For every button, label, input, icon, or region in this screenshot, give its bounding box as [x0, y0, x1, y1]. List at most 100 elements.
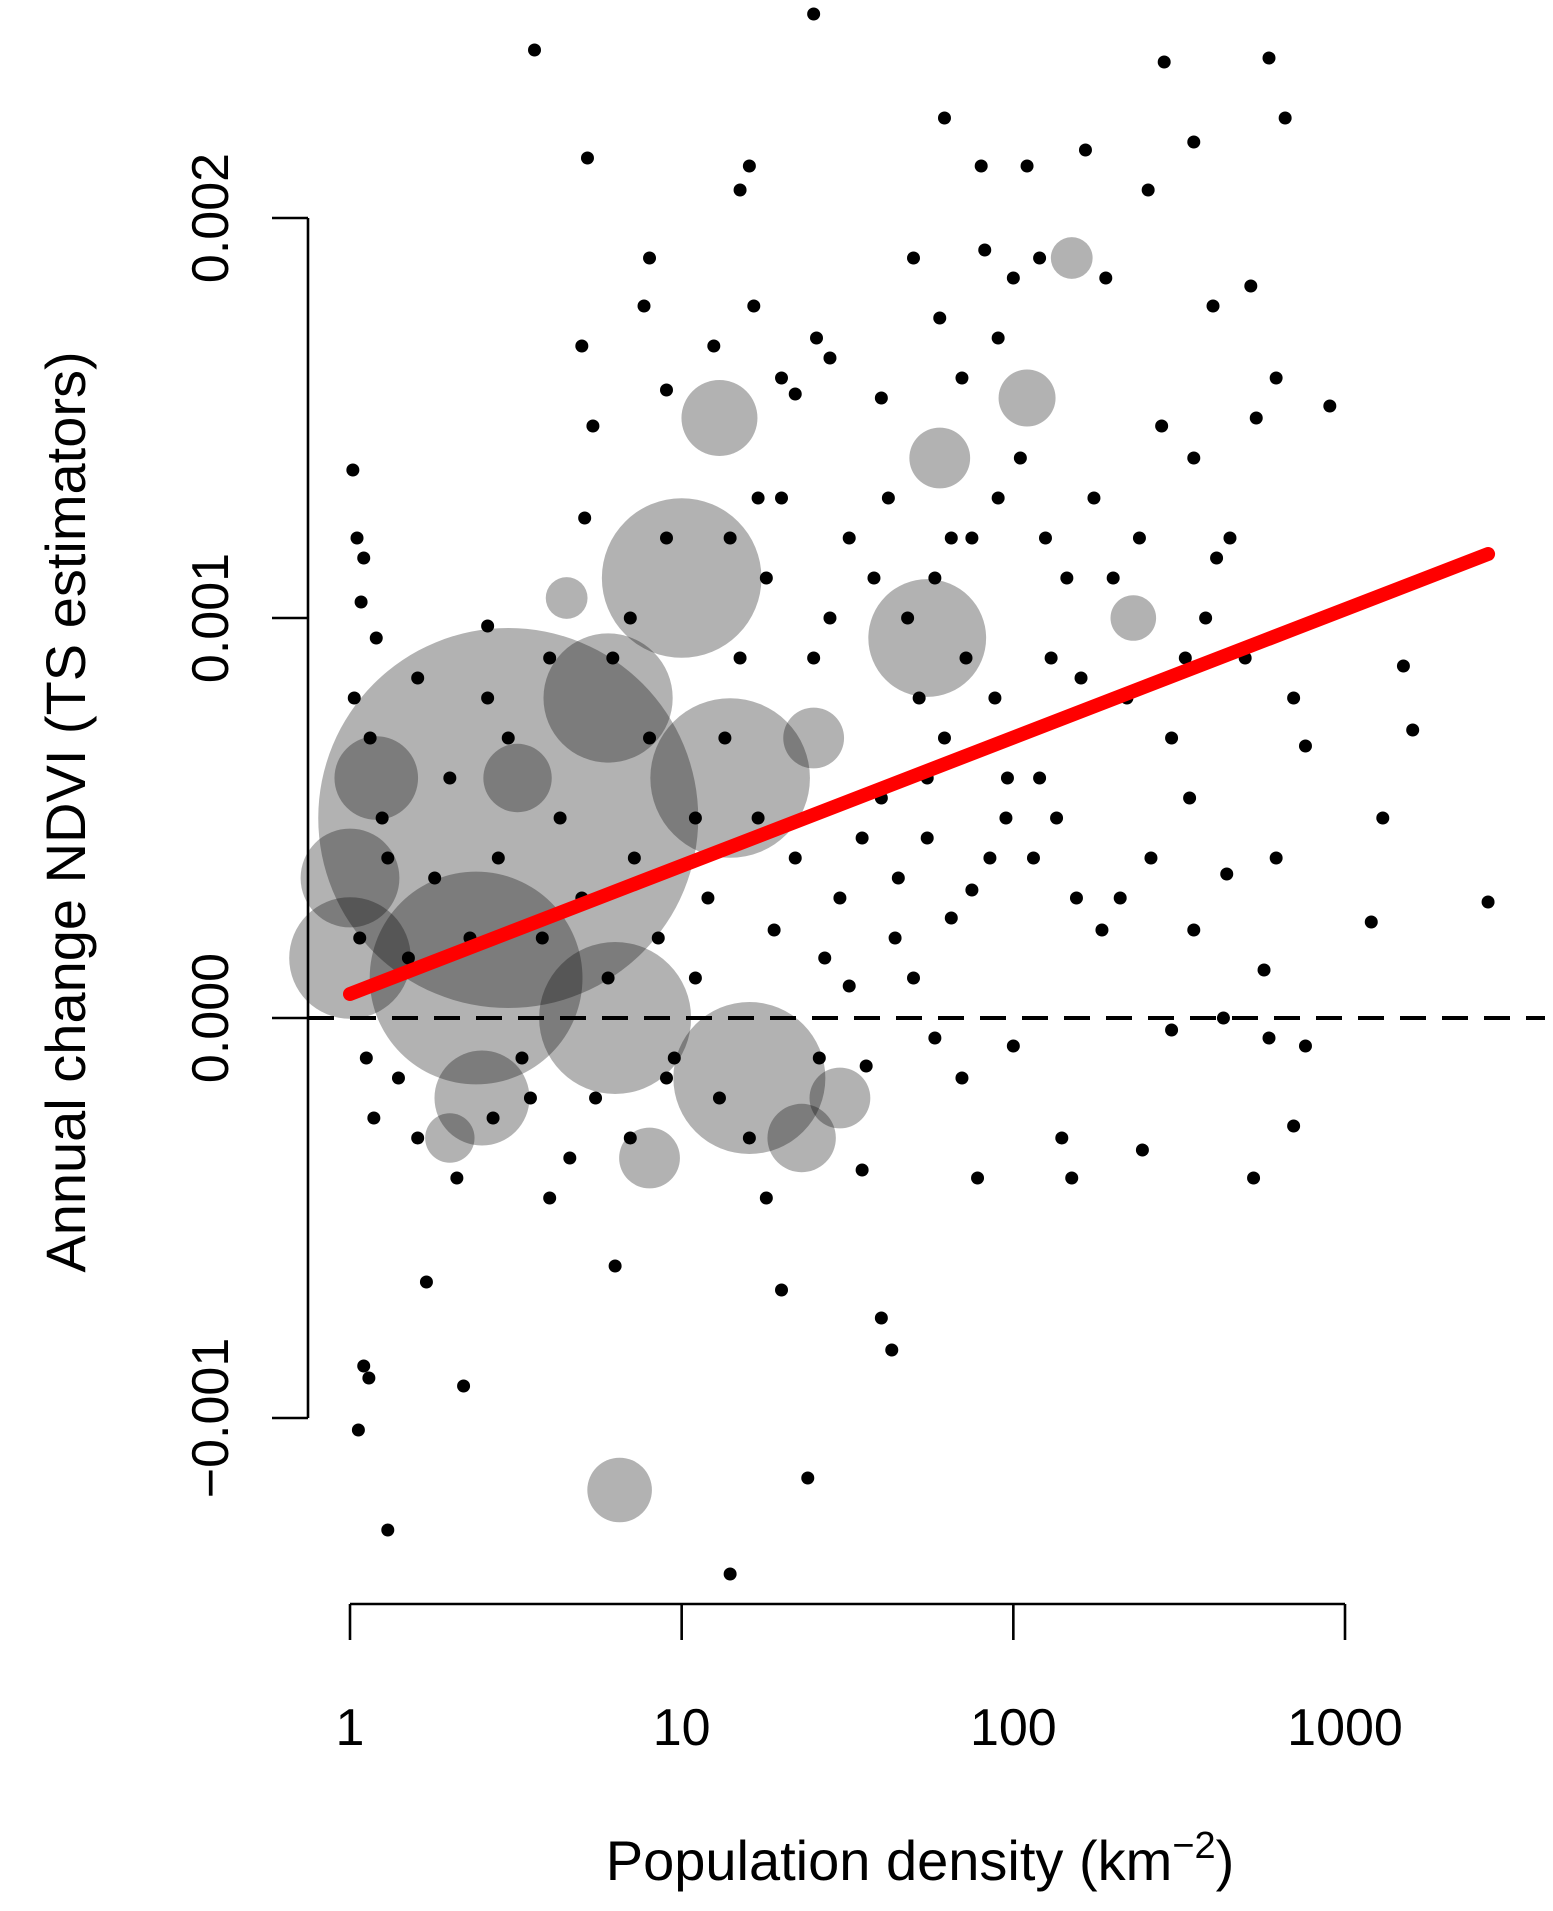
data-point — [501, 731, 515, 745]
data-point — [1269, 371, 1283, 385]
data-point — [751, 811, 765, 825]
data-point — [1376, 811, 1390, 825]
data-point — [881, 491, 895, 505]
data-point — [623, 611, 637, 625]
data-point — [978, 243, 992, 257]
data-point — [833, 891, 847, 905]
data-point — [401, 951, 415, 965]
data-point — [965, 531, 979, 545]
data-point — [818, 951, 832, 965]
x-axis-title-close: ) — [1216, 1829, 1235, 1892]
y-tick-label: −0.001 — [182, 1338, 240, 1499]
data-point — [788, 851, 802, 865]
weight-bubble — [909, 427, 971, 489]
weight-bubble — [650, 698, 810, 858]
data-point — [457, 1379, 471, 1393]
data-point — [1257, 963, 1271, 977]
data-point — [974, 159, 988, 173]
weight-bubble — [300, 828, 400, 928]
data-point — [688, 811, 702, 825]
y-axis-title: Annual change NDVI (TS estimators) — [34, 351, 97, 1272]
data-point — [999, 811, 1013, 825]
y-tick-label: 0.000 — [182, 953, 240, 1083]
data-point — [1262, 1031, 1276, 1045]
data-point — [481, 619, 495, 633]
data-point — [369, 631, 383, 645]
data-point — [751, 491, 765, 505]
data-point — [1216, 1011, 1230, 1025]
data-point — [723, 1567, 737, 1581]
data-point — [580, 151, 594, 165]
weight-bubble — [783, 707, 845, 769]
data-point — [1113, 891, 1127, 905]
data-point — [823, 351, 837, 365]
weight-bubble — [681, 380, 758, 456]
data-point — [357, 551, 371, 565]
data-point — [928, 571, 942, 585]
data-point — [347, 691, 361, 705]
data-point — [1006, 271, 1020, 285]
data-point — [767, 923, 781, 937]
data-point — [601, 971, 615, 985]
data-point — [988, 691, 1002, 705]
data-point — [1187, 451, 1201, 465]
data-point — [1298, 739, 1312, 753]
data-point — [1132, 531, 1146, 545]
weight-bubble — [425, 1113, 475, 1163]
data-point — [1287, 1119, 1301, 1133]
data-point — [1223, 531, 1237, 545]
data-point — [1396, 659, 1410, 673]
trend-line — [343, 547, 1496, 1001]
x-axis-title-superscript: −2 — [1172, 1825, 1215, 1867]
data-point — [354, 595, 368, 609]
data-point — [575, 339, 589, 353]
data-point — [543, 1191, 557, 1205]
data-point — [1187, 923, 1201, 937]
data-point — [659, 383, 673, 397]
data-point — [643, 731, 657, 745]
data-point — [891, 871, 905, 885]
data-point — [842, 531, 856, 545]
data-point — [553, 811, 567, 825]
weight-bubble — [1050, 237, 1093, 279]
x-axis-title: Population density (km−2) — [606, 1825, 1235, 1892]
data-point — [411, 671, 425, 685]
data-point — [937, 111, 951, 125]
x-tick-label: 1 — [336, 1699, 365, 1757]
data-point — [1087, 491, 1101, 505]
data-point — [1157, 55, 1171, 69]
data-point — [742, 159, 756, 173]
data-point — [1060, 571, 1074, 585]
data-point — [1269, 851, 1283, 865]
data-point — [375, 811, 389, 825]
data-point — [1199, 611, 1213, 625]
y-tick-label: 0.002 — [182, 153, 240, 283]
data-point — [874, 391, 888, 405]
data-point — [1249, 411, 1263, 425]
x-axis-title-main: Population density (km — [606, 1829, 1173, 1892]
data-point — [775, 491, 789, 505]
data-point — [1106, 571, 1120, 585]
data-point — [1278, 111, 1292, 125]
data-point — [411, 1131, 425, 1145]
data-point — [912, 691, 926, 705]
data-point — [812, 1051, 826, 1065]
data-point — [543, 651, 557, 665]
weight-bubble — [587, 1457, 652, 1523]
data-point — [606, 651, 620, 665]
data-point — [810, 331, 824, 345]
data-point — [1033, 251, 1047, 265]
data-point — [523, 1091, 537, 1105]
data-point — [535, 931, 549, 945]
data-point — [1013, 451, 1027, 465]
data-point — [955, 1071, 969, 1085]
data-point — [1078, 143, 1092, 157]
weight-bubble — [767, 1103, 836, 1173]
data-point — [944, 531, 958, 545]
data-point — [1244, 279, 1258, 293]
data-point — [1364, 915, 1378, 929]
data-point — [955, 371, 969, 385]
data-point — [747, 299, 761, 313]
data-point — [627, 851, 641, 865]
